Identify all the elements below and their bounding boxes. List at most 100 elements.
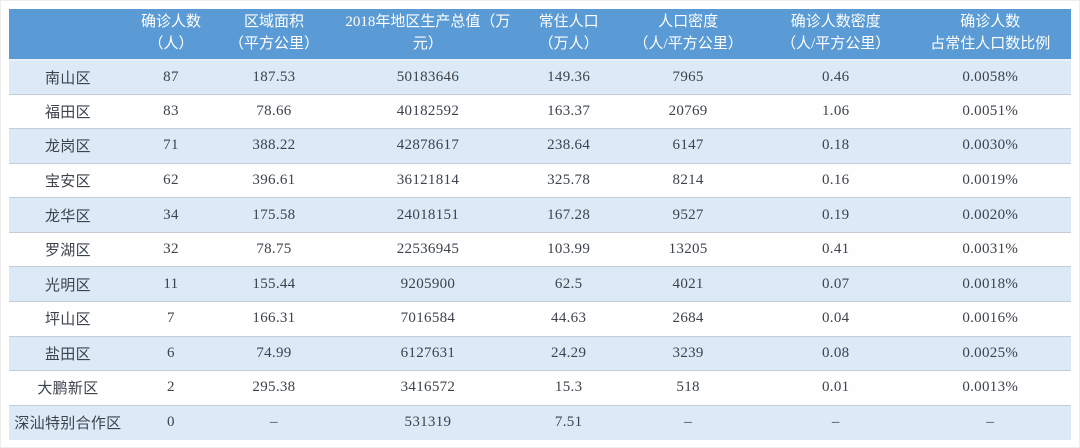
data-cell-gdp_2018: 42878617 <box>332 128 523 164</box>
data-cell-confirmed_density: 0.16 <box>761 162 910 198</box>
data-cell-confirmed_cases: 6 <box>126 335 216 371</box>
header-cell-gdp: 2018年地区生产总值（万 元） <box>332 9 523 61</box>
data-cell-resident_population: 149.36 <box>522 59 615 95</box>
data-cell-population_density: 9527 <box>614 197 762 233</box>
header-line: 区域面积 <box>243 14 304 30</box>
data-cell-confirmed_ratio: 0.0025% <box>909 335 1071 371</box>
table-body: 南山区 87 187.53 50183646 149.36 7965 0.46 0.0058%… <box>9 59 1071 440</box>
data-cell-gdp_2018: 24018151 <box>332 197 523 233</box>
header-cell-area: 区域面积 （平方公里） <box>215 9 333 61</box>
data-cell-population_density: 518 <box>614 370 762 406</box>
table-row: 龙华区 34 175.58 24018151 167.28 9527 0.19 0.0020% <box>9 197 1071 233</box>
data-cell-confirmed_ratio: – <box>909 404 1071 440</box>
data-cell-confirmed_ratio: 0.0018% <box>909 266 1071 302</box>
data-cell-resident_population: 325.78 <box>522 162 615 198</box>
data-cell-resident_population: 44.63 <box>522 301 615 337</box>
header-line: 占常住人口数比例 <box>930 35 1051 52</box>
data-cell-area_sqkm: 175.58 <box>215 197 333 233</box>
data-cell-resident_population: 167.28 <box>522 197 615 233</box>
data-cell-area_sqkm: 166.31 <box>215 301 333 337</box>
data-cell-confirmed_cases: 83 <box>126 93 216 129</box>
district-name-cell: 南山区 <box>9 59 127 95</box>
data-cell-resident_population: 15.3 <box>522 370 615 406</box>
data-cell-resident_population: 7.51 <box>522 404 615 440</box>
header-line: 2018年地区生产总值（万 <box>345 14 511 30</box>
district-name-cell: 大鹏新区 <box>9 370 127 406</box>
data-cell-confirmed_density: 0.01 <box>761 370 910 406</box>
data-cell-confirmed_density: – <box>761 404 910 440</box>
data-cell-gdp_2018: 6127631 <box>332 335 523 371</box>
data-cell-population_density: 8214 <box>614 162 762 198</box>
data-cell-resident_population: 163.37 <box>522 93 615 129</box>
districts-data-table-container: 确诊人数 （人） 区域面积 （平方公里） 2018年地区生产总值（万 元） 常住… <box>9 9 1071 440</box>
district-name-cell: 龙岗区 <box>9 128 127 164</box>
data-cell-population_density: 20769 <box>614 93 762 129</box>
data-cell-confirmed_cases: 34 <box>126 197 216 233</box>
data-cell-area_sqkm: 155.44 <box>215 266 333 302</box>
data-cell-gdp_2018: 36121814 <box>332 162 523 198</box>
data-cell-area_sqkm: 388.22 <box>215 128 333 164</box>
data-cell-confirmed_ratio: 0.0013% <box>909 370 1071 406</box>
header-cell-confirmed-density: 确诊人数密度 （人/平方公里） <box>761 9 910 61</box>
header-line: 确诊人数 <box>960 14 1021 30</box>
header-cell-population: 常住人口 （万人） <box>522 9 615 61</box>
header-line: （人/平方公里） <box>633 35 743 52</box>
header-line: 确诊人数 <box>140 14 201 30</box>
header-line: （万人） <box>538 35 599 52</box>
data-cell-population_density: 3239 <box>614 335 762 371</box>
data-cell-resident_population: 24.29 <box>522 335 615 371</box>
district-name-cell: 宝安区 <box>9 162 127 198</box>
districts-data-table: 确诊人数 （人） 区域面积 （平方公里） 2018年地区生产总值（万 元） 常住… <box>9 9 1071 440</box>
table-row: 大鹏新区 2 295.38 3416572 15.3 518 0.01 0.0013% <box>9 370 1071 406</box>
header-line: 人口密度 <box>658 14 719 30</box>
table-row: 坪山区 7 166.31 7016584 44.63 2684 0.04 0.0016% <box>9 301 1071 337</box>
data-cell-resident_population: 62.5 <box>522 266 615 302</box>
header-cell-district <box>9 9 127 61</box>
data-cell-area_sqkm: 396.61 <box>215 162 333 198</box>
data-cell-population_density: 2684 <box>614 301 762 337</box>
data-cell-population_density: 4021 <box>614 266 762 302</box>
table-row: 深汕特别合作区 0–531319 7.51– – – <box>9 404 1071 440</box>
data-cell-confirmed_ratio: 0.0058% <box>909 59 1071 95</box>
data-cell-population_density: 6147 <box>614 128 762 164</box>
header-line: 确诊人数密度 <box>790 14 881 30</box>
data-cell-confirmed_cases: 62 <box>126 162 216 198</box>
header-line: 常住人口 <box>538 14 599 30</box>
data-cell-confirmed_density: 0.19 <box>761 197 910 233</box>
data-cell-confirmed_cases: 87 <box>126 59 216 95</box>
data-cell-confirmed_cases: 7 <box>126 301 216 337</box>
table-row: 光明区 11 155.44 9205900 62.5 4021 0.07 0.0018% <box>9 266 1071 302</box>
data-cell-gdp_2018: 22536945 <box>332 231 523 267</box>
table-row: 盐田区 6 74.99 6127631 24.29 3239 0.08 0.0025% <box>9 335 1071 371</box>
data-cell-population_density: – <box>614 404 762 440</box>
data-cell-gdp_2018: 9205900 <box>332 266 523 302</box>
table-row: 福田区 83 78.66 40182592 163.37 20769 1.06 0.0051% <box>9 93 1071 129</box>
data-cell-confirmed_cases: 71 <box>126 128 216 164</box>
district-name-cell: 龙华区 <box>9 197 127 233</box>
data-cell-gdp_2018: 3416572 <box>332 370 523 406</box>
data-cell-gdp_2018: 40182592 <box>332 93 523 129</box>
data-cell-confirmed_cases: 11 <box>126 266 216 302</box>
header-cell-confirmed-ratio: 确诊人数 占常住人口数比例 <box>909 9 1071 61</box>
data-cell-confirmed_density: 0.07 <box>761 266 910 302</box>
data-cell-gdp_2018: 531319 <box>332 404 523 440</box>
data-cell-population_density: 7965 <box>614 59 762 95</box>
district-name-cell: 深汕特别合作区 <box>9 404 127 440</box>
data-cell-confirmed_ratio: 0.0019% <box>909 162 1071 198</box>
data-cell-resident_population: 103.99 <box>522 231 615 267</box>
table-row: 龙岗区 71 388.22 42878617 238.64 6147 0.18 0.0030% <box>9 128 1071 164</box>
header-row: 确诊人数 （人） 区域面积 （平方公里） 2018年地区生产总值（万 元） 常住… <box>9 9 1071 61</box>
header-cell-confirmed-cases: 确诊人数 （人） <box>126 9 216 61</box>
table-row: 罗湖区 32 78.75 22536945 103.99 13205 0.41 0.0031% <box>9 231 1071 267</box>
table-row: 南山区 87 187.53 50183646 149.36 7965 0.46 0.0058% <box>9 59 1071 95</box>
table-row: 宝安区 62 396.61 36121814 325.78 8214 0.16 0.0019% <box>9 162 1071 198</box>
data-cell-confirmed_cases: 0 <box>126 404 216 440</box>
data-cell-confirmed_ratio: 0.0031% <box>909 231 1071 267</box>
data-cell-gdp_2018: 7016584 <box>332 301 523 337</box>
data-cell-area_sqkm: 78.66 <box>215 93 333 129</box>
header-line: （人） <box>148 35 194 52</box>
data-cell-confirmed_density: 0.18 <box>761 128 910 164</box>
header-line: （人/平方公里） <box>781 35 891 52</box>
header-line: 元） <box>412 35 443 52</box>
